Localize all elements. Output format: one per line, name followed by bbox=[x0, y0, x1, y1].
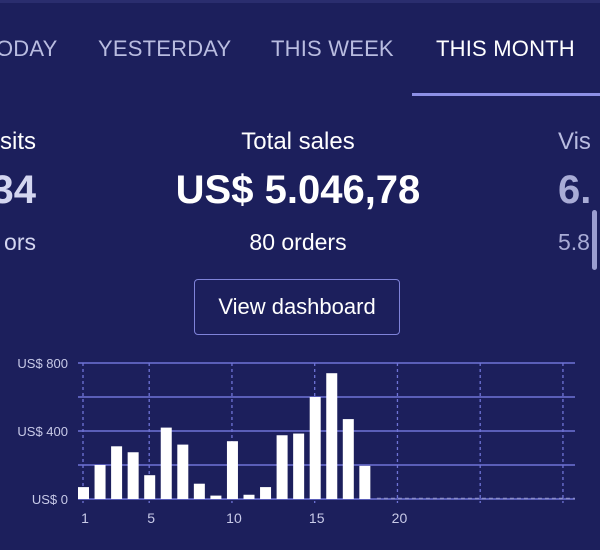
bar-day-1 bbox=[78, 487, 89, 499]
bar-day-18 bbox=[359, 465, 371, 499]
x-tick-label: 10 bbox=[226, 510, 242, 526]
total-sales-value: US$ 5.046,78 bbox=[175, 168, 421, 212]
visits-value: 34 bbox=[0, 168, 36, 212]
bar-day-10 bbox=[226, 441, 238, 499]
bar-day-3 bbox=[111, 446, 123, 499]
visitors-sub: 5.8 bbox=[558, 229, 590, 255]
total-sales-label: Total sales bbox=[241, 128, 355, 155]
active-tab-indicator bbox=[412, 93, 600, 96]
y-tick-label: US$ 400 bbox=[17, 424, 68, 439]
tab-yesterday[interactable]: YESTERDAY bbox=[98, 36, 232, 61]
y-tick-label: US$ 0 bbox=[32, 492, 68, 507]
x-tick-label: 20 bbox=[392, 510, 408, 526]
bar-day-8 bbox=[193, 483, 205, 499]
bar-day-14 bbox=[293, 433, 305, 499]
bar-day-15 bbox=[309, 397, 321, 499]
x-tick-label: 5 bbox=[147, 510, 155, 526]
tab-this-month[interactable]: THIS MONTH bbox=[436, 36, 575, 61]
orders-count: 80 orders bbox=[249, 229, 347, 255]
bar-day-9 bbox=[210, 495, 222, 499]
visits-stat-card: sits 34 ors bbox=[0, 0, 80, 300]
bar-day-4 bbox=[127, 452, 139, 499]
visits-label: sits bbox=[0, 128, 36, 155]
bar-day-13 bbox=[276, 435, 288, 499]
bar-day-17 bbox=[342, 419, 354, 499]
bar-day-5 bbox=[144, 475, 156, 499]
view-dashboard-button[interactable]: View dashboard bbox=[194, 279, 400, 335]
tab-this-week[interactable]: THIS WEEK bbox=[271, 36, 394, 61]
bar-day-6 bbox=[160, 427, 172, 499]
bar-day-12 bbox=[260, 487, 272, 499]
bar-day-2 bbox=[94, 465, 106, 499]
visitors-label: Vis bbox=[558, 128, 591, 155]
bar-day-16 bbox=[326, 373, 338, 499]
visits-sub: ors bbox=[4, 229, 36, 255]
x-tick-label: 15 bbox=[309, 510, 325, 526]
y-tick-label: US$ 800 bbox=[17, 356, 68, 371]
visitors-value: 6. bbox=[558, 168, 592, 212]
period-tabs: ODAY YESTERDAY THIS WEEK THIS MONTH bbox=[0, 0, 600, 98]
top-edge bbox=[0, 0, 600, 3]
visitors-stat-card: Vis 6. 5.8 bbox=[558, 0, 600, 300]
x-tick-label: 1 bbox=[81, 510, 89, 526]
bar-day-7 bbox=[177, 444, 189, 499]
tab-today[interactable]: ODAY bbox=[0, 36, 58, 61]
scrollbar-thumb[interactable] bbox=[592, 210, 597, 270]
bar-day-11 bbox=[243, 494, 255, 499]
